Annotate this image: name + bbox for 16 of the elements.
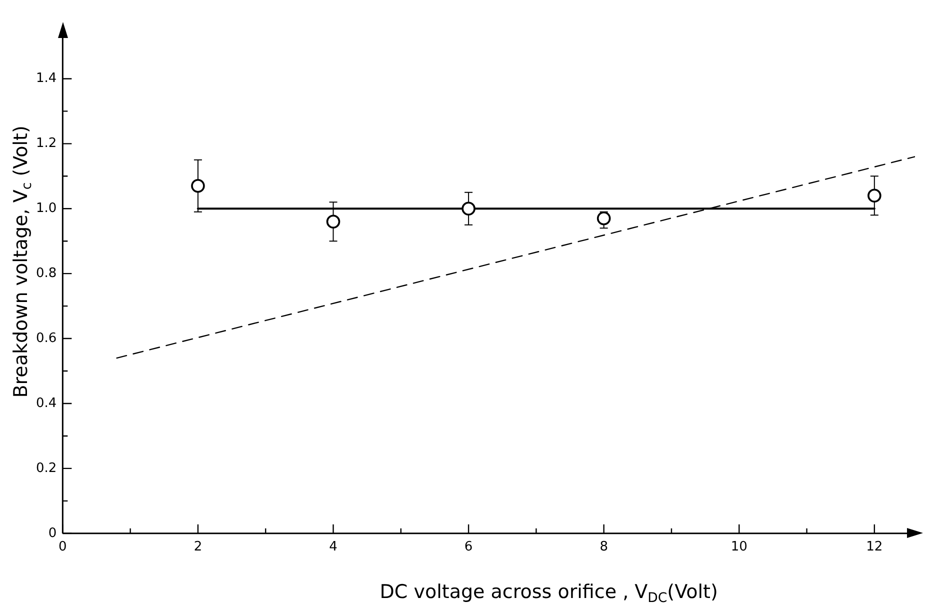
y-tick-label: 0.8 [36, 266, 57, 281]
y-tick-label: 0.6 [36, 330, 57, 346]
x-tick-label: 6 [464, 540, 473, 555]
y-tick-label: 1.4 [36, 71, 57, 86]
y-tick-label: 1.0 [36, 201, 57, 216]
y-tick-label: 0.4 [36, 396, 57, 411]
x-tick-label: 4 [329, 540, 338, 555]
x-tick-label: 10 [730, 540, 748, 555]
y-tick-label: 0 [48, 526, 57, 541]
y-tick-label: 1.2 [36, 136, 57, 152]
y-axis-title: Breakdown voltage, Vc (Volt) [10, 126, 36, 398]
x-tick-label: 0 [58, 540, 67, 555]
x-tick-label: 12 [866, 540, 883, 555]
x-tick-label: 8 [600, 540, 608, 555]
x-tick-label: 2 [194, 540, 202, 555]
y-tick-label: 0.2 [36, 460, 57, 476]
